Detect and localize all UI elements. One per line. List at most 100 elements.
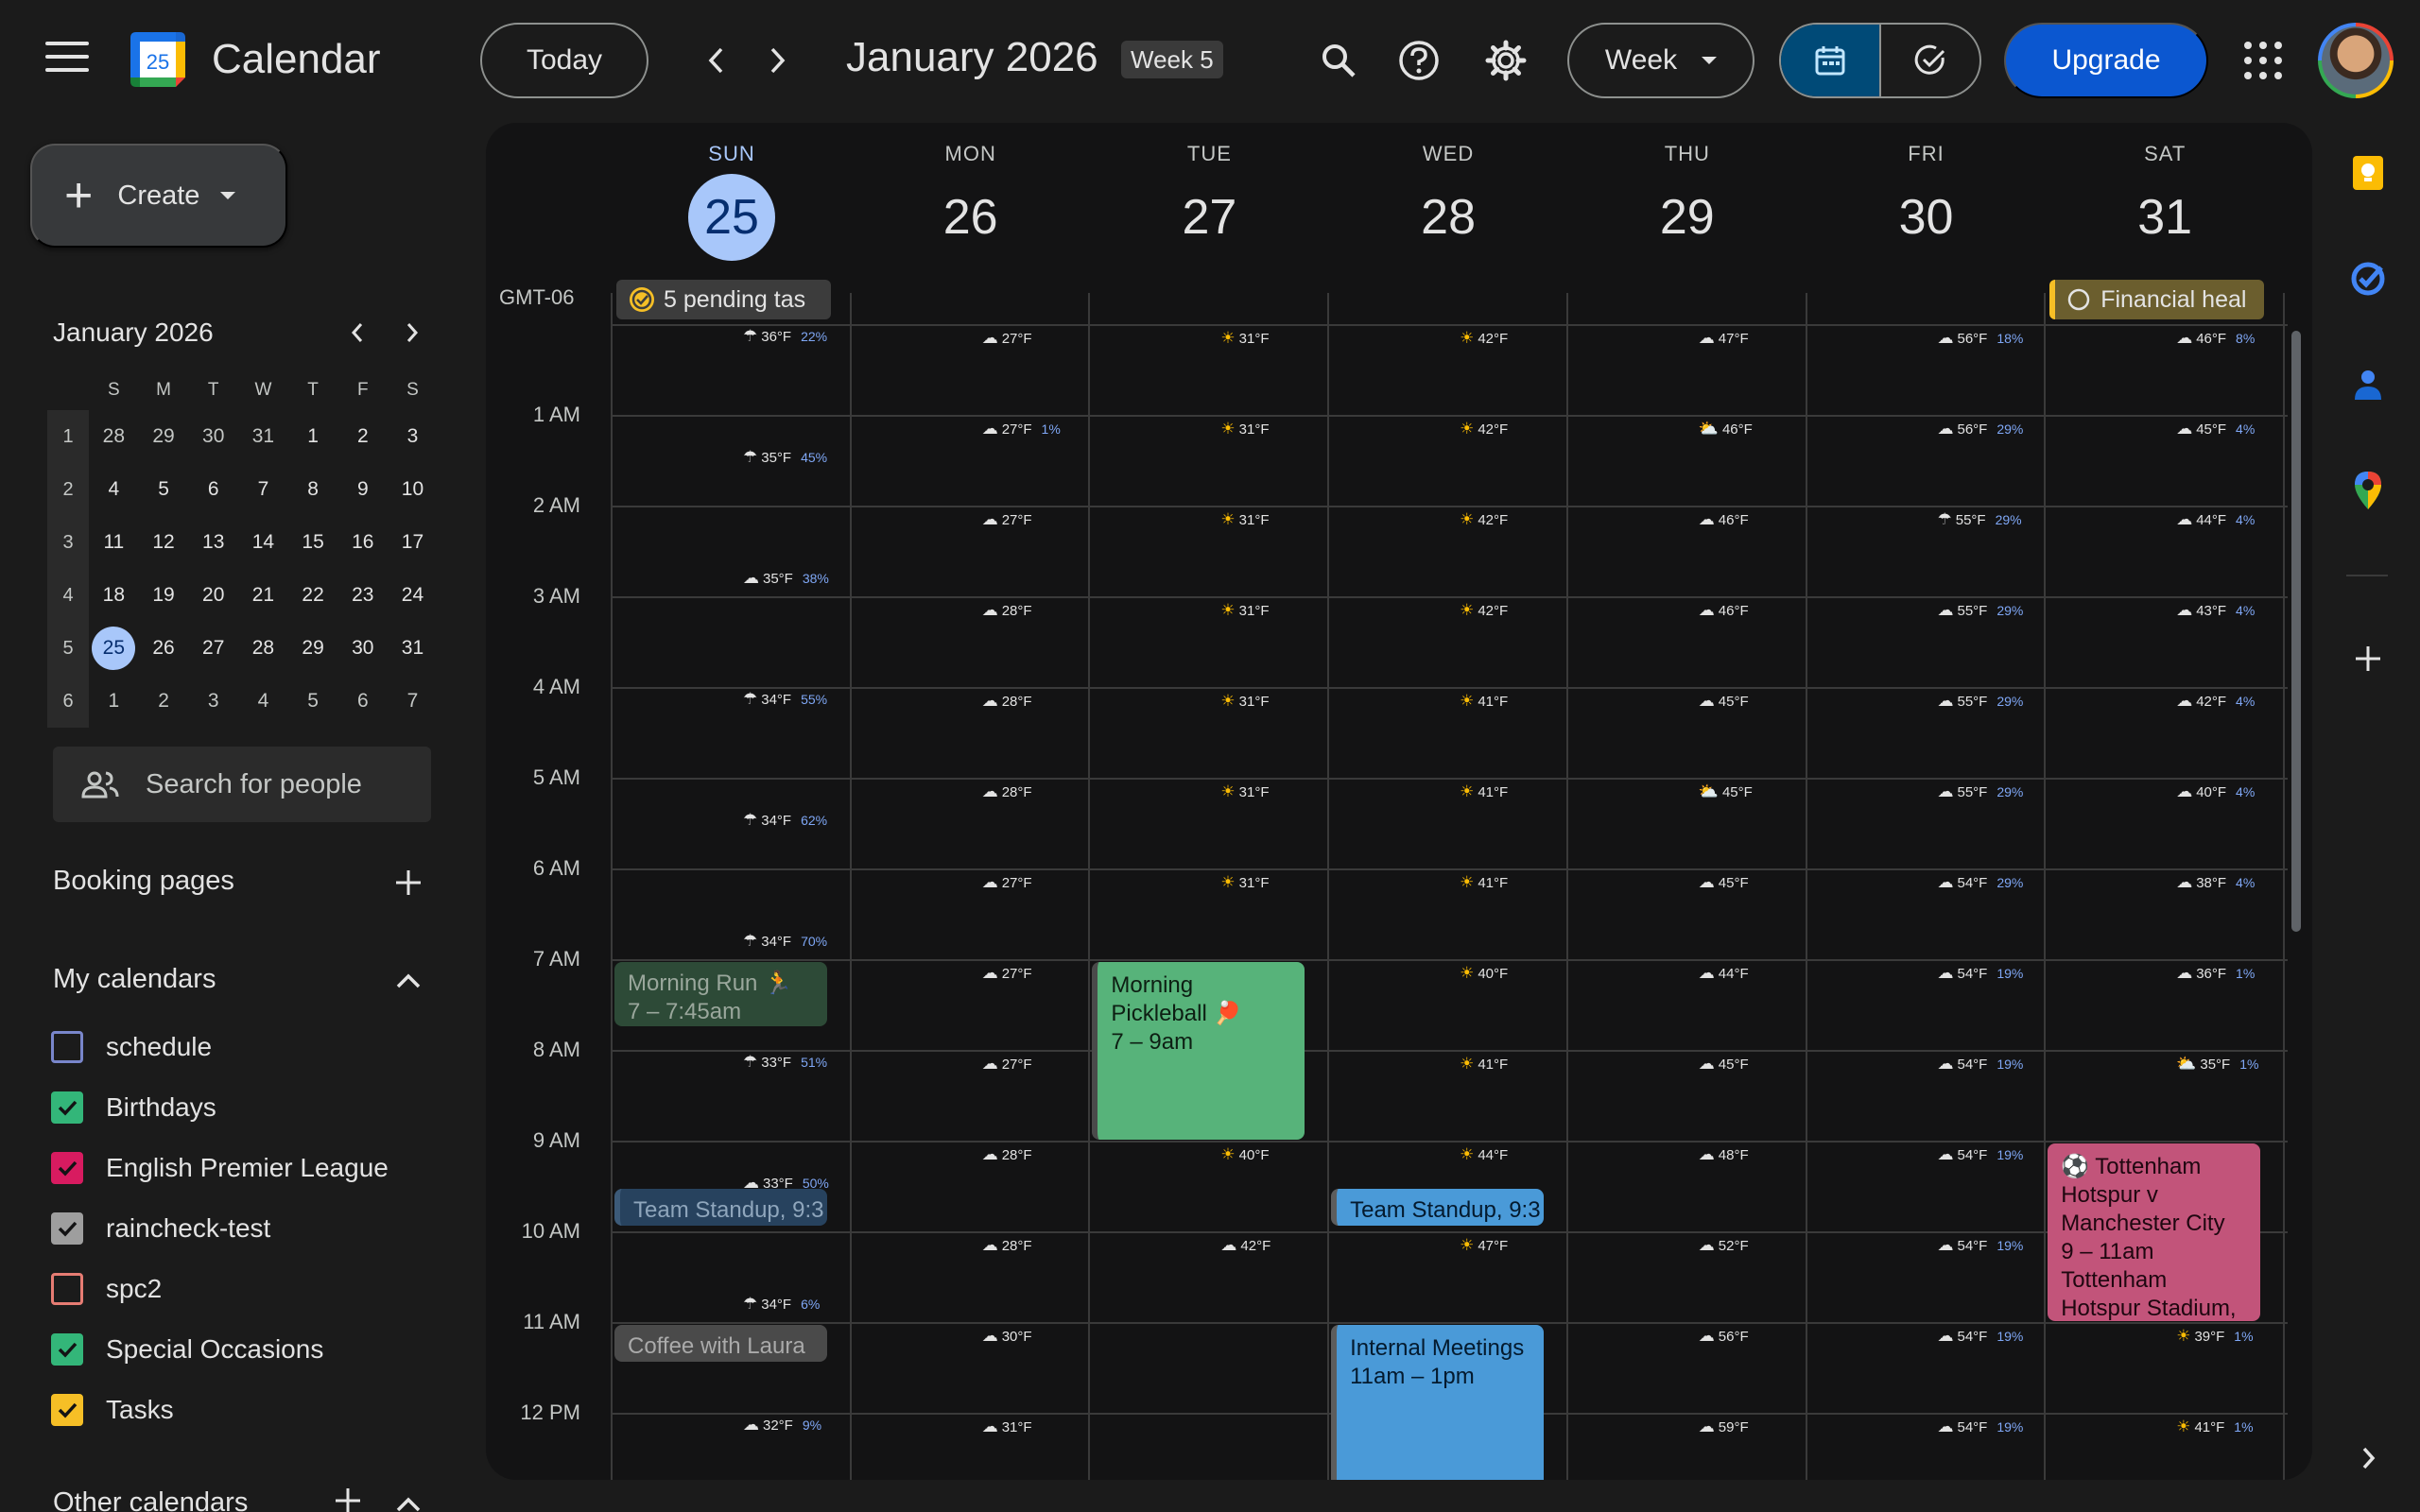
mini-day[interactable]: 3: [188, 690, 238, 713]
add-booking-page-button[interactable]: [388, 862, 429, 903]
mini-day[interactable]: 22: [288, 584, 338, 607]
support-button[interactable]: [1392, 34, 1445, 87]
mini-day[interactable]: 5: [139, 478, 189, 501]
mini-day[interactable]: 1: [89, 690, 139, 713]
tasks-view-toggle[interactable]: [1881, 25, 1979, 96]
day-header-sun[interactable]: SUN 25: [613, 142, 851, 261]
mini-calendar-next-button[interactable]: [395, 316, 429, 350]
event-morning-pickleball[interactable]: Morning Pickleball 🏓 7 – 9am: [1092, 962, 1305, 1140]
mini-day[interactable]: 5: [288, 690, 338, 713]
mini-day[interactable]: 2: [337, 425, 388, 448]
mini-calendar-prev-button[interactable]: [340, 316, 374, 350]
day-number[interactable]: 26: [942, 190, 998, 245]
tasks-button[interactable]: [2344, 255, 2392, 302]
event-internal-meetings[interactable]: Internal Meetings 11am – 1pm: [1331, 1325, 1544, 1480]
day-number[interactable]: 27: [1182, 190, 1237, 245]
day-header-sat[interactable]: SAT 31: [2046, 142, 2284, 261]
mini-day[interactable]: 21: [238, 584, 288, 607]
calendar-item-raincheck-test[interactable]: raincheck-test: [51, 1208, 270, 1249]
calendar-checkbox[interactable]: [51, 1273, 83, 1305]
day-number[interactable]: 30: [1898, 190, 1954, 245]
google-apps-icon[interactable]: [2244, 42, 2282, 79]
grid-scrollbar[interactable]: [2291, 331, 2301, 932]
view-selector[interactable]: Week: [1567, 23, 1754, 98]
mini-day[interactable]: 11: [89, 531, 139, 554]
mini-week-number[interactable]: 3: [47, 516, 89, 569]
mini-day[interactable]: 31: [388, 637, 438, 660]
mini-day[interactable]: 28: [89, 425, 139, 448]
calendar-view-toggle[interactable]: [1781, 25, 1881, 96]
day-number[interactable]: 29: [1659, 190, 1715, 245]
calendar-item-birthdays[interactable]: Birthdays: [51, 1087, 216, 1128]
mini-day[interactable]: 30: [188, 425, 238, 448]
event-tottenham-v-man-city[interactable]: ⚽ Tottenham Hotspur v Manchester City 9 –…: [2048, 1143, 2260, 1321]
day-number[interactable]: 31: [2137, 190, 2193, 245]
calendar-checkbox[interactable]: [51, 1333, 83, 1366]
calendar-checkbox[interactable]: [51, 1031, 83, 1063]
today-button[interactable]: Today: [480, 23, 648, 98]
calendar-checkbox[interactable]: [51, 1152, 83, 1184]
mini-day[interactable]: 7: [238, 478, 288, 501]
mini-day[interactable]: 4: [238, 690, 288, 713]
search-people-input[interactable]: Search for people: [53, 747, 431, 822]
mini-day[interactable]: 9: [337, 478, 388, 501]
mini-day[interactable]: 10: [388, 478, 438, 501]
mini-day[interactable]: 4: [89, 478, 139, 501]
day-number[interactable]: 25: [688, 174, 775, 261]
day-header-wed[interactable]: WED 28: [1329, 142, 1567, 261]
account-avatar[interactable]: [2318, 23, 2394, 98]
next-week-button[interactable]: [756, 38, 798, 83]
calendar-item-special-occasions[interactable]: Special Occasions: [51, 1329, 323, 1370]
day-header-mon[interactable]: MON 26: [852, 142, 1090, 261]
mini-day[interactable]: 29: [288, 637, 338, 660]
event-coffee-with-laura[interactable]: Coffee with Laura: [614, 1325, 827, 1363]
mini-day[interactable]: 18: [89, 584, 139, 607]
collapse-other-calendars-button[interactable]: [388, 1484, 429, 1512]
previous-week-button[interactable]: [696, 38, 737, 83]
mini-day[interactable]: 1: [288, 425, 338, 448]
main-menu-icon[interactable]: [45, 42, 89, 79]
mini-week-number[interactable]: 5: [47, 622, 89, 675]
time-grid[interactable]: 1 AM 2 AM 3 AM 4 AM 5 AM 6 AM 7 AM 8 AM 9 AM 10 A…: [486, 293, 2288, 1480]
day-header-thu[interactable]: THU 29: [1568, 142, 1806, 261]
mini-day[interactable]: 27: [188, 637, 238, 660]
mini-day[interactable]: 23: [337, 584, 388, 607]
collapse-my-calendars-button[interactable]: [388, 960, 429, 1002]
keep-button[interactable]: [2344, 149, 2392, 197]
calendar-checkbox[interactable]: [51, 1394, 83, 1426]
upgrade-button[interactable]: Upgrade: [2004, 23, 2208, 98]
mini-day[interactable]: 2: [139, 690, 189, 713]
mini-week-number[interactable]: 2: [47, 463, 89, 516]
maps-button[interactable]: [2344, 467, 2392, 514]
calendar-checkbox[interactable]: [51, 1091, 83, 1124]
day-header-tue[interactable]: TUE 27: [1090, 142, 1328, 261]
mini-day[interactable]: 16: [337, 531, 388, 554]
mini-day[interactable]: 20: [188, 584, 238, 607]
event-team-standup-wed[interactable]: Team Standup, 9:3: [1331, 1189, 1544, 1227]
calendar-item-spc2[interactable]: spc2: [51, 1268, 162, 1310]
add-other-calendar-button[interactable]: [327, 1480, 369, 1512]
day-header-fri[interactable]: FRI 30: [1807, 142, 2046, 261]
all-day-chip[interactable]: 5 pending tas: [616, 280, 831, 319]
mini-day[interactable]: 19: [139, 584, 189, 607]
mini-day[interactable]: 7: [388, 690, 438, 713]
mini-day[interactable]: 6: [337, 690, 388, 713]
mini-day[interactable]: 28: [238, 637, 288, 660]
mini-day[interactable]: 24: [388, 584, 438, 607]
mini-week-number[interactable]: 4: [47, 569, 89, 622]
event-team-standup-sun[interactable]: Team Standup, 9:3: [614, 1189, 827, 1227]
my-calendars-title[interactable]: My calendars: [53, 964, 216, 994]
calendar-item-schedule[interactable]: schedule: [51, 1026, 212, 1068]
mini-day[interactable]: 13: [188, 531, 238, 554]
calendar-item-english-premier-league[interactable]: English Premier League: [51, 1147, 389, 1189]
get-add-ons-button[interactable]: [2344, 635, 2392, 682]
mini-day-selected[interactable]: 25: [89, 627, 139, 670]
calendar-item-tasks[interactable]: Tasks: [51, 1389, 174, 1431]
calendar-checkbox[interactable]: [51, 1212, 83, 1245]
mini-day[interactable]: 3: [388, 425, 438, 448]
mini-day[interactable]: 31: [238, 425, 288, 448]
mini-week-number[interactable]: 1: [47, 410, 89, 463]
mini-day[interactable]: 30: [337, 637, 388, 660]
mini-day[interactable]: 29: [139, 425, 189, 448]
mini-week-number[interactable]: 6: [47, 675, 89, 728]
